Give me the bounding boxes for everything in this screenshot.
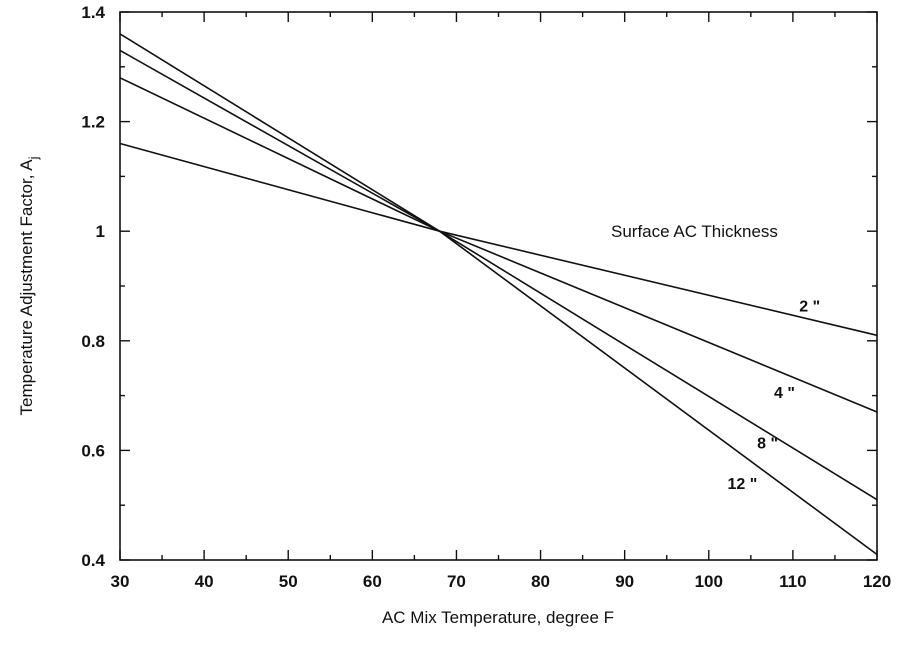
x-tick-label: 80 (531, 572, 550, 591)
series-line (119, 33, 878, 556)
series-label: 8 " (757, 436, 778, 453)
legend-title: Surface AC Thickness (611, 222, 778, 241)
tick-marks (119, 11, 878, 561)
y-tick-label: 1 (96, 222, 105, 241)
series-labels: 2 " 4 " 8 " 12 " (728, 298, 821, 493)
x-tick-label: 100 (695, 572, 723, 591)
series-label: 2 " (799, 298, 820, 315)
plot-frame (119, 11, 878, 561)
x-tick-label: 90 (615, 572, 634, 591)
x-tick-label: 120 (863, 572, 891, 591)
x-axis-title: AC Mix Temperature, degree F (382, 608, 614, 627)
y-tick-label: 1.2 (81, 113, 105, 132)
x-tick-label: 60 (363, 572, 382, 591)
y-tick-label: 0.8 (81, 332, 105, 351)
y-tick-label: 1.4 (81, 3, 105, 22)
x-tick-label: 110 (779, 572, 806, 591)
x-tick-label: 50 (279, 572, 298, 591)
x-tick-label: 70 (447, 572, 466, 591)
x-tick-label: 30 (111, 572, 130, 591)
y-axis-title: Temperature Adjustment Factor, Aj (17, 156, 41, 415)
y-axis-title-subscript: j (26, 156, 41, 160)
y-axis-title-main: Temperature Adjustment Factor, A (17, 159, 36, 416)
y-tick-label: 0.6 (81, 441, 105, 460)
tick-labels: 30 40 50 60 70 80 90 100 110 120 0.4 0.6 0.8 1 1.2 1.4 (81, 3, 891, 591)
x-tick-label: 40 (195, 572, 214, 591)
y-tick-label: 0.4 (81, 551, 105, 570)
series-label: 12 " (728, 476, 758, 493)
series-lines (119, 33, 878, 556)
series-label: 4 " (774, 385, 795, 402)
